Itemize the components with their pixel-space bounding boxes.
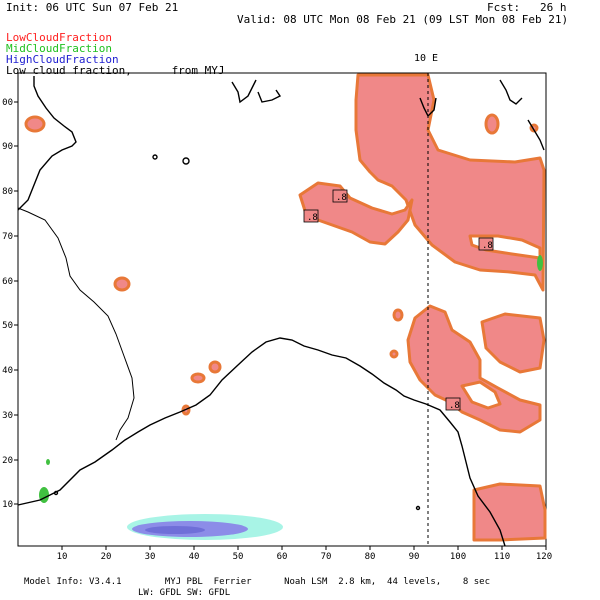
coastline-northwest bbox=[17, 76, 77, 211]
x-tick-label: 40 bbox=[189, 552, 200, 562]
legend-high-cloud: HighCloudFraction bbox=[6, 53, 119, 66]
y-axis: 10 20 30 40 50 60 70 80 90 00 bbox=[2, 98, 18, 510]
y-tick-label: 20 bbox=[2, 456, 13, 466]
island-coast-b bbox=[257, 89, 282, 103]
border-west bbox=[17, 207, 135, 441]
coastline-main bbox=[17, 337, 506, 547]
contour-label: .8 bbox=[307, 213, 318, 223]
y-tick-label: 00 bbox=[2, 98, 13, 108]
model-info: Model Info: V3.4.1 MYJ PBL Ferrier Noah … bbox=[24, 577, 490, 587]
low-cloud-blob-f bbox=[484, 113, 500, 135]
island-coast-a bbox=[231, 79, 257, 104]
low-cloud-blob-d bbox=[392, 308, 404, 322]
high-cloud-area bbox=[127, 514, 283, 540]
x-tick-label: 100 bbox=[450, 552, 466, 562]
init-time: Init: 06 UTC Sun 07 Feb 21 bbox=[6, 1, 179, 14]
x-tick-label: 60 bbox=[277, 552, 288, 562]
x-tick-label: 20 bbox=[101, 552, 112, 562]
y-tick-label: 80 bbox=[2, 187, 13, 197]
island-coast-e bbox=[527, 119, 545, 151]
forecast-hour: Fcst: 26 h bbox=[487, 1, 567, 14]
low-cloud-blob-west bbox=[113, 276, 131, 292]
x-tick-label: 110 bbox=[494, 552, 510, 562]
valid-time: Valid: 08 UTC Mon 08 Feb 21 (09 LST Mon … bbox=[237, 13, 569, 26]
low-cloud-areas bbox=[24, 73, 547, 542]
y-tick-label: 30 bbox=[2, 411, 13, 421]
map-frame bbox=[17, 72, 547, 547]
x-axis: 10 20 30 40 50 60 70 80 90 100 110 120 bbox=[57, 546, 552, 562]
y-tick-label: 10 bbox=[2, 500, 13, 510]
contour-label: .8 bbox=[449, 401, 460, 411]
low-cloud-central-hole bbox=[460, 380, 502, 410]
mid-cloud-southwest bbox=[39, 487, 49, 503]
island-small-b bbox=[152, 154, 158, 160]
legend-mid-cloud: MidCloudFraction bbox=[6, 42, 112, 55]
contour-label: .8 bbox=[482, 241, 493, 251]
y-tick-label: 50 bbox=[2, 321, 13, 331]
y-tick-label: 60 bbox=[2, 277, 13, 287]
island-small-c bbox=[415, 505, 421, 511]
low-cloud-blob-b bbox=[208, 360, 222, 374]
contour-labels: .8 .8 .8 .8 bbox=[303, 189, 494, 411]
radiation-info: LW: GFDL SW: GFDL bbox=[138, 588, 231, 598]
low-cloud-blob-e bbox=[389, 349, 399, 359]
x-tick-label: 120 bbox=[536, 552, 552, 562]
x-tick-label: 70 bbox=[321, 552, 332, 562]
x-tick-label: 80 bbox=[365, 552, 376, 562]
x-tick-label: 50 bbox=[233, 552, 244, 562]
low-cloud-central bbox=[406, 304, 542, 434]
y-tick-label: 90 bbox=[2, 142, 13, 152]
coastlines bbox=[17, 76, 545, 547]
y-tick-label: 70 bbox=[2, 232, 13, 242]
x-tick-label: 10 bbox=[57, 552, 68, 562]
contour-label: .8 bbox=[336, 193, 347, 203]
island-small-d bbox=[53, 490, 59, 496]
island-coast-d bbox=[499, 79, 523, 105]
high-cloud-core bbox=[145, 526, 205, 534]
legend-title: Low cloud fraction, from MYJ bbox=[6, 64, 225, 77]
island-small-a bbox=[182, 157, 190, 165]
low-cloud-blob-nw bbox=[24, 115, 46, 133]
legend-low-cloud: LowCloudFraction bbox=[6, 31, 112, 44]
mid-cloud-east bbox=[537, 255, 543, 271]
meridian-label: 10 E bbox=[414, 53, 438, 64]
mid-cloud-southwest-small bbox=[46, 459, 50, 465]
low-cloud-southeast bbox=[472, 482, 547, 542]
x-tick-label: 30 bbox=[145, 552, 156, 562]
x-tick-label: 90 bbox=[409, 552, 420, 562]
y-tick-label: 40 bbox=[2, 366, 13, 376]
low-cloud-east-patch bbox=[480, 312, 546, 374]
low-cloud-blob-a bbox=[190, 372, 206, 384]
country-borders bbox=[17, 207, 135, 441]
